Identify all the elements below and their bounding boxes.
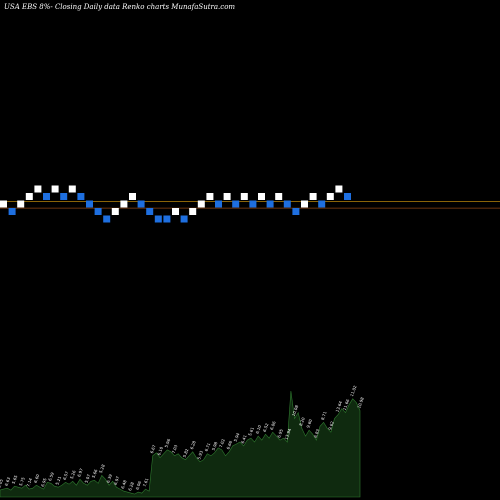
volume-data-label: 7.03 [171,444,179,455]
renko-brick [0,200,7,208]
volume-area-layer [0,390,361,498]
renko-brick [86,200,93,208]
volume-data-label: 7.14 [25,477,33,488]
volume-data-label: 5.82 [182,448,190,459]
volume-data-label: 5.05 [0,478,4,489]
volume-data-label: 6.67 [149,444,157,455]
volume-data-label: 5.65 [11,474,19,485]
volume-data-label: 5.96 [164,438,172,449]
volume-data-label: 7.02 [218,438,226,449]
renko-brick [326,193,334,200]
renko-brick [249,200,257,208]
volume-data-label: 6.10 [254,424,262,435]
renko-brick [154,215,162,223]
renko-brick [283,200,291,208]
renko-brick [258,193,265,200]
volume-data-label: 5.98 [211,441,219,452]
volume-area [0,390,361,498]
renko-brick [17,200,25,208]
volume-data-label: 5.28 [98,463,106,474]
volume-data-label: 9.60 [305,418,313,429]
renko-brick [301,200,308,208]
renko-brick [103,215,111,223]
renko-brick [94,208,102,215]
volume-data-label: 7.61 [142,477,150,488]
volume-data-label: 8.71 [320,410,328,421]
volume-data-label: 6.10 [156,446,164,457]
renko-brick [60,193,68,200]
renko-brick [197,200,205,208]
volume-data-label: 6.66 [225,440,233,451]
renko-brick [335,185,343,193]
renko-brick [172,208,179,215]
volume-data-label: 10.08 [291,404,300,417]
volume-data-label: 6.60 [33,473,41,484]
chart-title: USA EBS 8%- Closing Daily data Renko cha… [4,3,235,11]
volume-data-label: 6.28 [127,481,135,492]
volume-data-label: 5.93 [196,450,204,461]
renko-brick [232,200,240,208]
volume-data-label: 5.61 [247,426,255,437]
volume-data-label: 5.07 [84,473,92,484]
renko-brick [189,208,197,215]
renko-brick [146,208,154,215]
volume-data-label: 11.66 [342,398,351,411]
renko-brick [309,193,317,200]
volume-data-label: 6.28 [189,440,197,451]
renko-brick [68,185,76,193]
volume-data-label: 13.64 [334,400,343,413]
renko-brick [318,200,326,208]
volume-data-label: 6.71 [204,442,212,453]
renko-brick [129,193,136,200]
renko-brick [223,193,231,200]
volume-data-label: 5.94 [233,432,241,443]
volume-data-label: 6.48 [120,479,128,490]
volume-data-label: 9.62 [327,420,335,431]
volume-data-label: 6.63 [4,476,12,487]
volume-data-label: 5.75 [18,476,26,487]
volume-label-layer: 5.05 6.63 5.65 5.75 7.14 6.60 6.956.59 5.21 6.57… [0,384,365,491]
volume-data-label: 5.66 [91,468,99,479]
volume-data-label: 13.94 [284,427,293,440]
volume-data-label: 5.21 [54,475,62,486]
volume-data-label: 6.86 [269,420,277,431]
renko-brick [240,193,248,200]
volume-data-label: 6.97 [76,467,84,478]
renko-brick [8,208,16,215]
volume-data-label: 6.59 [47,471,55,482]
renko-brick [120,200,128,208]
renko-brick [137,200,145,208]
renko-brick [206,193,214,200]
renko-brick [163,215,171,223]
renko-brick [266,200,274,208]
volume-data-label: 6.97 [113,475,121,486]
renko-brick [344,193,351,200]
renko-brick [51,185,59,193]
volume-data-label: 6.57 [62,470,70,481]
volume-data-label: 6.39 [105,473,113,484]
renko-brick [43,193,50,200]
volume-data-label: 8.20 [298,416,306,427]
volume-data-label: 6.41 [240,434,248,445]
volume-data-label: 11.02 [349,384,358,397]
renko-brick-layer [0,185,351,223]
volume-data-label: 6.95 [276,428,284,439]
volume-data-label: 5.26 [69,469,77,480]
renko-brick [25,193,33,200]
volume-data-label: 6.06 [134,480,142,491]
volume-data-label: 6.52 [262,422,270,433]
renko-brick [275,193,283,200]
volume-data-label: 6.83 [313,428,321,439]
renko-brick [111,208,119,215]
renko-brick [34,185,42,193]
renko-brick [77,193,85,200]
volume-data-label: 10.98 [356,396,365,409]
renko-brick [292,208,300,215]
volume-data-label: 6.95 [40,477,48,488]
renko-brick [180,215,188,223]
renko-brick [215,200,222,208]
